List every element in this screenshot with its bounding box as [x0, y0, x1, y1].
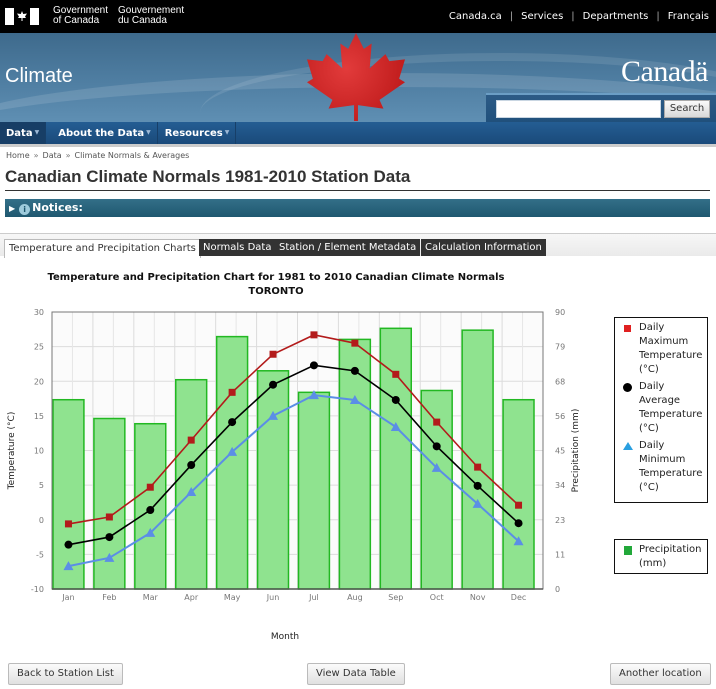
svg-text:20: 20	[34, 377, 44, 386]
dropdown-caret-icon: ▼	[224, 129, 230, 136]
tab-bar: Temperature and Precipitation Charts Nor…	[0, 233, 716, 258]
view-data-table-button[interactable]: View Data Table	[307, 663, 405, 685]
red-square-marker-icon	[624, 325, 631, 332]
svg-text:Feb: Feb	[102, 593, 116, 602]
svg-text:Mar: Mar	[143, 593, 159, 602]
link-francais[interactable]: Français	[667, 11, 709, 22]
svg-text:May: May	[224, 593, 241, 602]
divider	[0, 144, 716, 147]
page-title: Canadian Climate Normals 1981-2010 Stati…	[5, 167, 411, 186]
svg-text:Nov: Nov	[470, 593, 486, 602]
another-location-button[interactable]: Another location	[610, 663, 711, 685]
svg-text:45: 45	[555, 447, 565, 456]
svg-text:25: 25	[34, 343, 44, 352]
title-divider	[5, 190, 710, 191]
svg-text:11: 11	[555, 550, 565, 559]
breadcrumb-climate-normals[interactable]: Climate Normals & Averages	[74, 151, 190, 160]
legend-item-avg-temp[interactable]: Daily Average Temperature (°C)	[615, 377, 707, 436]
dropdown-caret-icon: ▼	[34, 129, 40, 136]
svg-text:56: 56	[555, 412, 565, 421]
search-input[interactable]	[496, 100, 661, 118]
canada-wordmark: Canadä	[621, 55, 708, 88]
nav-item-about-the-data[interactable]: About the Data ▼	[46, 122, 158, 144]
link-departments[interactable]: Departments	[582, 11, 649, 22]
search-area: Search	[486, 93, 716, 122]
breadcrumb-home[interactable]: Home	[6, 151, 30, 160]
svg-text:5: 5	[39, 481, 44, 490]
federal-identity-bar: Government of Canada Gouvernement du Can…	[0, 0, 716, 33]
breadcrumb-separator-icon: »	[65, 151, 71, 160]
svg-text:Precipitation (mm): Precipitation (mm)	[571, 409, 581, 493]
fip-links: Canada.ca | Services | Departments | França…	[448, 11, 709, 22]
link-services[interactable]: Services	[521, 11, 564, 22]
svg-text:Jun: Jun	[266, 593, 280, 602]
notices-toggle[interactable]: ▶ i Notices:	[5, 199, 710, 217]
svg-text:Aug: Aug	[347, 593, 363, 602]
tab-station-element-metadata[interactable]: Station / Element Metadata	[275, 239, 421, 256]
legend-item-min-temp[interactable]: Daily Minimum Temperature (°C)	[615, 436, 707, 495]
green-bar-marker-icon	[624, 546, 632, 555]
legend-item-precipitation[interactable]: Precipitation (mm)	[615, 540, 707, 571]
svg-text:0: 0	[39, 516, 44, 525]
search-button[interactable]: Search	[664, 100, 710, 118]
precipitation-legend: Precipitation (mm)	[614, 539, 708, 574]
svg-text:15: 15	[34, 412, 44, 421]
svg-text:-5: -5	[36, 550, 44, 559]
gov-signature-fr: Gouvernement du Canada	[118, 5, 185, 26]
svg-text:79: 79	[555, 343, 565, 352]
breadcrumb-data[interactable]: Data	[42, 151, 62, 160]
svg-text:30: 30	[34, 308, 44, 317]
svg-text:Apr: Apr	[184, 593, 199, 602]
legend-item-max-temp[interactable]: Daily Maximum Temperature (°C)	[615, 318, 707, 377]
nav-item-data[interactable]: Data ▼	[0, 122, 47, 144]
dropdown-caret-icon: ▼	[146, 129, 151, 136]
svg-text:Month: Month	[271, 632, 299, 642]
svg-text:90: 90	[555, 308, 565, 317]
canada-flag-icon	[5, 8, 39, 25]
chart-plot: -10 -5 0 5 10 15 20 25 30 0 11 23 34 45 56 68 79 90 Jan Feb…	[7, 308, 581, 642]
svg-text:68: 68	[555, 377, 565, 386]
svg-text:Temperature (°C): Temperature (°C)	[7, 412, 17, 491]
svg-text:Oct: Oct	[430, 593, 444, 602]
chart-subtitle: TORONTO	[248, 286, 304, 297]
info-icon: i	[19, 204, 31, 215]
back-to-station-list-button[interactable]: Back to Station List	[8, 663, 123, 685]
breadcrumb-separator-icon: »	[33, 151, 39, 160]
site-banner: Climate Canadä Search	[0, 33, 716, 122]
svg-text:-10: -10	[31, 585, 44, 594]
breadcrumb: Home» Data» Climate Normals & Averages	[6, 151, 189, 160]
svg-text:34: 34	[555, 481, 565, 490]
svg-text:0: 0	[555, 585, 560, 594]
svg-text:Sep: Sep	[388, 593, 403, 602]
temperature-legend: Daily Maximum Temperature (°C) Daily Average…	[614, 317, 708, 503]
blue-triangle-marker-icon	[623, 442, 633, 450]
expand-triangle-icon: ▶	[9, 204, 16, 213]
svg-text:10: 10	[34, 447, 44, 456]
chart-title: Temperature and Precipitation Chart for …	[47, 272, 505, 283]
svg-text:23: 23	[555, 516, 565, 525]
svg-text:Jul: Jul	[308, 593, 319, 602]
link-canada-ca[interactable]: Canada.ca	[448, 11, 502, 22]
main-nav: Data ▼ About the Data ▼ Resources ▼	[0, 122, 716, 144]
svg-text:Dec: Dec	[511, 593, 526, 602]
black-circle-marker-icon	[623, 383, 632, 392]
svg-text:Jan: Jan	[61, 593, 74, 602]
nav-item-resources[interactable]: Resources ▼	[158, 122, 237, 144]
tab-normals-data[interactable]: Normals Data	[199, 239, 276, 256]
temperature-precipitation-chart: Temperature and Precipitation Chart for …	[0, 256, 716, 656]
gov-signature-en: Government of Canada	[53, 5, 109, 26]
site-title[interactable]: Climate	[5, 65, 73, 87]
tab-calculation-information[interactable]: Calculation Information	[421, 239, 546, 256]
